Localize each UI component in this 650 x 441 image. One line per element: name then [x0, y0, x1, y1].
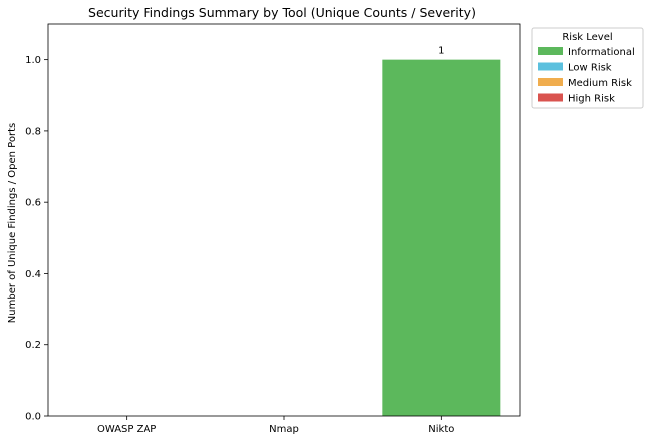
x-tick-label: Nikto [428, 424, 454, 435]
plot-frame [47, 23, 521, 417]
plot-area: OWASP ZAP Nmap 1 Nikto 0.0 0.2 0.4 0.6 0.8 1.0 [25, 23, 521, 435]
y-tick-label: 0.4 [25, 269, 41, 280]
x-tick-label: Nmap [269, 424, 299, 435]
legend-entry-high-risk: High Risk [568, 94, 615, 105]
y-tick-label: 0.8 [25, 126, 41, 137]
legend-swatch-low-risk [538, 62, 563, 71]
y-tick-label: 1.0 [25, 55, 41, 66]
y-tick-label: 0.0 [25, 412, 41, 423]
x-tick-label: OWASP ZAP [97, 424, 156, 435]
bar-informational-nikto [382, 59, 501, 417]
y-tick-label: 0.6 [25, 198, 41, 209]
legend-swatch-informational [538, 47, 563, 55]
legend-entry-medium-risk: Medium Risk [568, 78, 632, 89]
legend-title: Risk Level [562, 32, 612, 43]
y-axis-label: Number of Unique Findings / Open Ports [7, 123, 18, 323]
y-tick-label: 0.2 [25, 340, 41, 351]
legend-entry-low-risk: Low Risk [568, 63, 612, 74]
legend: Risk Level Informational Low Risk Medium R… [531, 27, 644, 109]
legend-entry-informational: Informational [568, 47, 635, 58]
legend-swatch-medium-risk [538, 78, 563, 86]
chart-title: Security Findings Summary by Tool (Uniqu… [88, 5, 476, 20]
legend-swatch-high-risk [538, 93, 563, 102]
data-label-nikto: 1 [438, 46, 444, 57]
